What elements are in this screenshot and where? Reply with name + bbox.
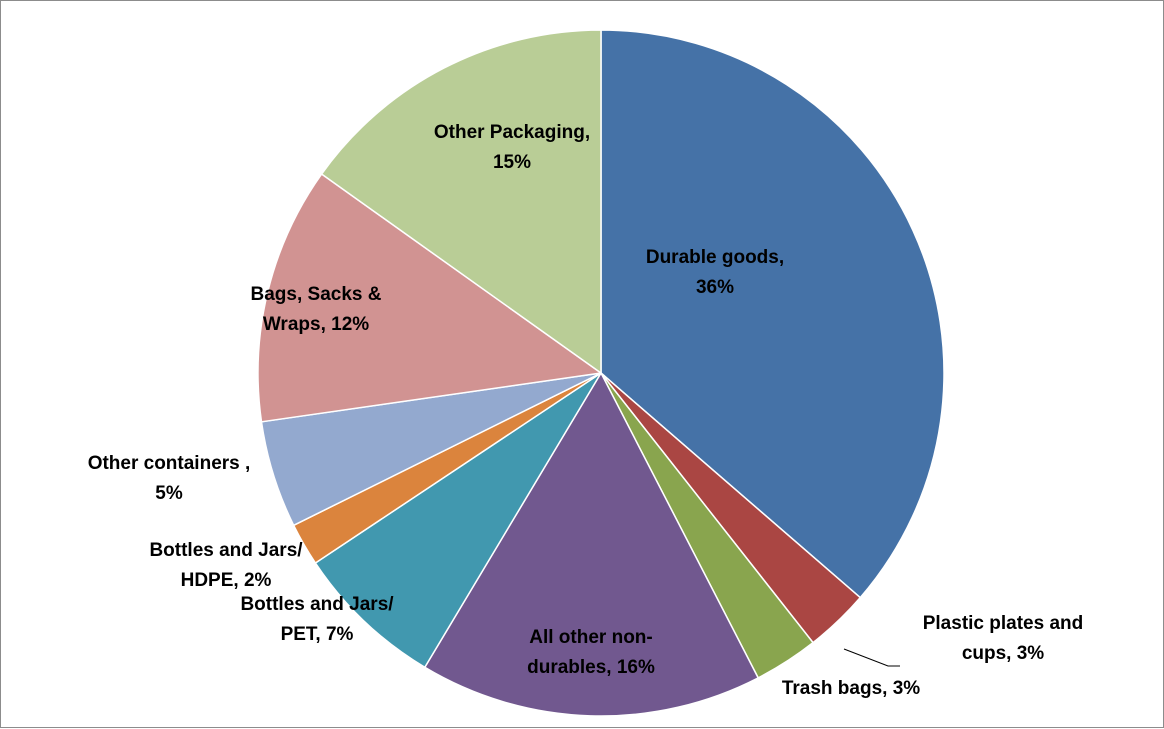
slice-label-other-containers: Other containers , 5% xyxy=(88,453,251,504)
leader-line-plastic-plates-and-cups xyxy=(843,648,900,667)
slice-labels: Durable goods, 36% Plastic plates and cups,… xyxy=(88,122,1084,699)
leader-lines xyxy=(843,648,900,667)
pie-slice-durable-goods xyxy=(600,29,945,599)
pie-slice-bags-sacks-and-wraps xyxy=(257,173,602,423)
pie-slice-bottles-and-jars-pet xyxy=(314,372,602,669)
slice-label-all-other-non-durables: All other non-durables, 16% xyxy=(527,627,655,678)
slice-label-bottles-and-jars-pet: Bottles and Jars/PET, 7% xyxy=(240,594,394,645)
slice-label-trash-bags: Trash bags, 3% xyxy=(782,678,920,699)
slice-label-other-packaging: Other Packaging, 15% xyxy=(434,122,590,173)
pie-slice-other-packaging xyxy=(320,29,602,374)
slice-label-bags-sacks-and-wraps: Bags, Sacks & Wraps, 12% xyxy=(251,284,382,335)
slice-label-plastic-plates-and-cups: Plastic plates and cups, 3% xyxy=(923,613,1084,664)
pie-slices xyxy=(257,29,945,717)
slice-label-durable-goods: Durable goods, 36% xyxy=(646,247,784,298)
pie-slice-all-other-non-durables xyxy=(424,372,759,717)
slice-label-bottles-and-jars-hdpe: Bottles and Jars/HDPE, 2% xyxy=(149,540,303,591)
